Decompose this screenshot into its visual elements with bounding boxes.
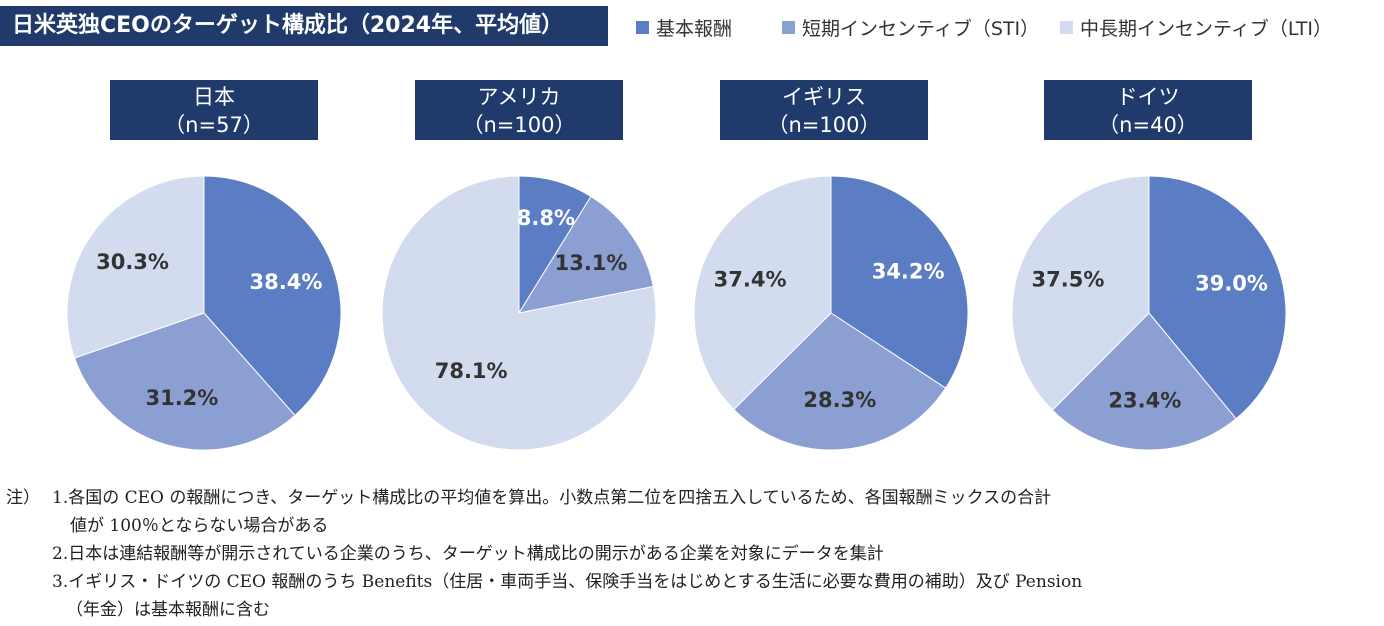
sample-size: （n=40）: [1098, 113, 1198, 137]
data-label-base: 39.0%: [1195, 271, 1268, 295]
chart-title: 日米英独CEOのターゲット構成比（2024年、平均値）: [0, 6, 608, 46]
data-label-base: 34.2%: [872, 259, 945, 283]
pie-slice-base: [1148, 175, 1287, 420]
data-label-sti: 28.3%: [803, 388, 876, 412]
data-label-base: 8.8%: [517, 206, 575, 230]
note-1: 注） 1.各国の CEO の報酬につき、ターゲット構成比の平均値を算出。小数点第…: [6, 484, 1381, 512]
legend-swatch-base: [636, 21, 649, 34]
country-header-usa: アメリカ （n=100）: [415, 80, 623, 140]
legend-swatch-sti: [782, 21, 795, 34]
note-1-text: 1.各国の CEO の報酬につき、ターゲット構成比の平均値を算出。小数点第二位を…: [52, 488, 1052, 508]
legend-item-sti: 短期インセンティブ（STI）: [782, 14, 1039, 41]
data-label-lti: 37.5%: [1032, 268, 1105, 292]
pie-slice-base: [203, 175, 342, 417]
data-label-sti: 13.1%: [555, 251, 628, 275]
note-3-continued: （年金）は基本報酬に含む: [66, 600, 270, 620]
legend-item-lti: 中長期インセンティブ（LTI）: [1060, 14, 1332, 41]
pie-slice-lti: [381, 175, 657, 451]
pie-slice-sti: [1051, 312, 1237, 451]
pie-slice-sti: [733, 312, 947, 451]
pie-slice-lti: [66, 175, 205, 359]
country-name: 日本: [193, 85, 235, 109]
pie-chart-germany: 39.0% 23.4% 37.5%: [1011, 175, 1287, 451]
legend-item-base: 基本報酬: [636, 14, 732, 41]
sample-size: （n=100）: [462, 113, 576, 137]
pie-slice-sti: [517, 195, 654, 314]
legend-label-sti: 短期インセンティブ（STI）: [802, 18, 1040, 40]
pie-chart-uk: 34.2% 28.3% 37.4%: [693, 175, 969, 451]
country-header-germany: ドイツ （n=40）: [1044, 80, 1252, 140]
pie-slice-sti: [73, 312, 296, 451]
legend-swatch-lti: [1060, 21, 1073, 34]
country-header-japan: 日本 （n=57）: [110, 80, 318, 140]
pie-chart-japan: 38.4% 31.2% 30.3%: [66, 175, 342, 451]
pie-slice-lti: [1011, 175, 1150, 411]
footnotes: 注） 1.各国の CEO の報酬につき、ターゲット構成比の平均値を算出。小数点第…: [6, 484, 1381, 624]
note-1-continued: 値が 100％とならない場合がある: [70, 516, 329, 536]
country-name: アメリカ: [477, 85, 561, 109]
note-prefix: 注）: [6, 488, 40, 508]
legend: 基本報酬 短期インセンティブ（STI） 中長期インセンティブ（LTI）: [636, 14, 1384, 42]
pie-chart-usa: 8.8% 13.1% 78.1%: [381, 175, 657, 451]
pie-slice-lti: [693, 175, 832, 411]
sample-size: （n=100）: [767, 113, 881, 137]
note-3: 3.イギリス・ドイツの CEO 報酬のうち Benefits（住居・車両手当、保…: [52, 572, 1083, 592]
data-label-base: 38.4%: [250, 270, 323, 294]
country-name: ドイツ: [1116, 85, 1180, 109]
data-label-lti: 78.1%: [435, 359, 508, 383]
note-2: 2.日本は連結報酬等が開示されている企業のうち、ターゲット構成比の開示がある企業…: [52, 544, 884, 564]
data-label-lti: 30.3%: [96, 250, 169, 274]
sample-size: （n=57）: [164, 113, 264, 137]
data-label-sti: 23.4%: [1108, 389, 1181, 413]
legend-label-base: 基本報酬: [656, 18, 733, 40]
data-label-lti: 37.4%: [714, 267, 787, 291]
data-label-sti: 31.2%: [145, 386, 218, 410]
country-name: イギリス: [782, 85, 866, 109]
country-header-uk: イギリス （n=100）: [720, 80, 928, 140]
legend-label-lti: 中長期インセンティブ（LTI）: [1080, 18, 1333, 40]
